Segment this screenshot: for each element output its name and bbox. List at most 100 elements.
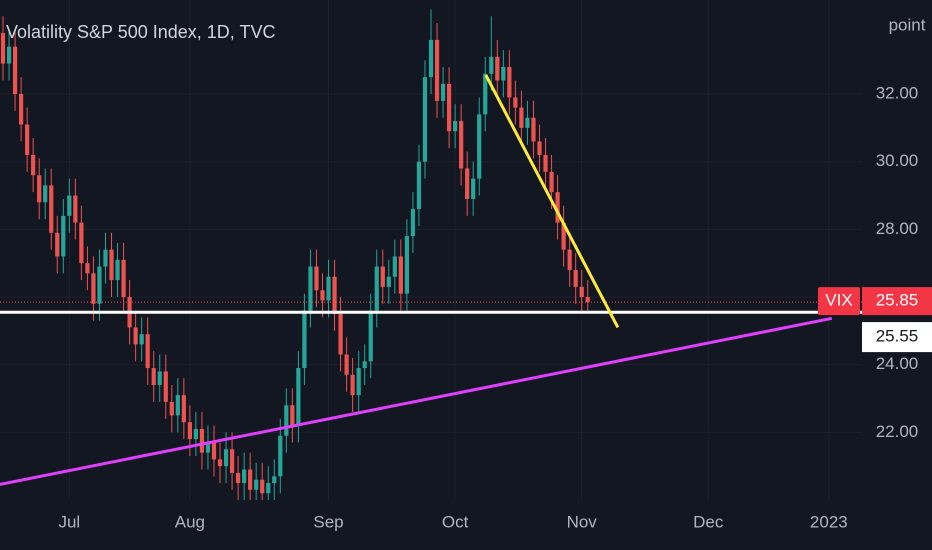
candle-body [507, 66, 512, 98]
candle-body [103, 249, 108, 267]
candle-body [579, 286, 584, 298]
candle-body [211, 442, 217, 460]
candle-body [344, 354, 349, 375]
candle-body [91, 273, 96, 304]
candle-body [537, 141, 542, 155]
candle-body [242, 469, 247, 484]
candle-body [495, 56, 500, 81]
candle-body [549, 171, 554, 193]
candle-body [187, 422, 192, 440]
candle-body [543, 154, 548, 172]
candle-body [422, 77, 428, 162]
candle-body [193, 428, 199, 440]
candle-body [483, 73, 488, 115]
candle-body [199, 428, 205, 453]
candle-body [205, 442, 211, 453]
candle-body [362, 361, 367, 369]
x-tick-label: Sep [313, 512, 343, 531]
candle-body [254, 479, 259, 490]
y-tick-label: 24.00 [876, 354, 919, 373]
candle-body [290, 405, 295, 426]
candle-body [43, 185, 48, 203]
candle-body [314, 266, 319, 291]
candle-body [18, 94, 24, 125]
candle-body [115, 259, 120, 281]
candle-body [585, 297, 590, 303]
candle-body [453, 121, 458, 132]
candle-body [525, 117, 530, 128]
candle-body [229, 449, 235, 473]
candle-body [513, 97, 518, 108]
overlay: 22.0024.0026.0028.0030.0032.00JulAugSepO… [58, 84, 932, 531]
candle-body [338, 313, 343, 355]
last-price-badge [862, 287, 932, 316]
candle-body [139, 334, 144, 345]
candle-body [428, 39, 434, 78]
candle-body [31, 154, 36, 176]
y-tick-label: 32.00 [876, 84, 919, 103]
candle-body [332, 276, 337, 314]
candle-body [109, 249, 114, 281]
candle-body [459, 121, 464, 169]
x-tick-label: Dec [693, 512, 724, 531]
candle-body [465, 168, 470, 199]
x-tick-label: Jul [58, 512, 80, 531]
candle-body [519, 107, 524, 128]
candle-body [573, 269, 578, 287]
last-price-label: 25.85 [876, 291, 919, 310]
candle-body [398, 256, 403, 294]
candle-body [67, 195, 72, 216]
chart-title: Volatility S&P 500 Index, 1D, TVC [6, 22, 275, 42]
candle-body [477, 114, 482, 179]
candle-body [223, 449, 229, 467]
candle-body [266, 483, 271, 494]
candle-body [567, 249, 572, 270]
candle-body [326, 276, 331, 301]
candle-body [169, 401, 174, 416]
candle-body [37, 175, 42, 203]
candle-body [73, 195, 78, 223]
candle-body [133, 327, 138, 345]
candle-body [121, 259, 126, 298]
candle-body [374, 266, 379, 311]
candle-body [272, 476, 277, 484]
candle-body [61, 215, 66, 257]
candle-body [489, 56, 494, 74]
candle-body [163, 371, 168, 402]
candle-body [151, 368, 156, 385]
candle-body [386, 276, 391, 287]
candle-body [320, 290, 325, 301]
candle-body [308, 266, 313, 311]
candle-body [440, 83, 446, 101]
candle-body [248, 469, 253, 490]
trend-line [484, 74, 620, 329]
candle-body [145, 334, 150, 369]
candle-body [380, 266, 385, 287]
candle-body [85, 263, 90, 274]
candle-body [471, 178, 476, 199]
y-tick-label: 28.00 [876, 219, 919, 238]
candle-body [25, 124, 30, 155]
symbol-badge [818, 287, 860, 316]
plot-area [0, 9, 862, 500]
candle-body [350, 374, 355, 396]
candle-body [235, 472, 241, 484]
y-tick-label: 30.00 [876, 151, 919, 170]
candle-body [55, 232, 60, 257]
candle-body [278, 435, 283, 477]
candle-body [561, 222, 566, 250]
candle-body [501, 66, 506, 81]
axis-unit: point [889, 15, 926, 34]
candle-body [157, 371, 162, 385]
candle-body [260, 479, 265, 494]
candle-body [97, 266, 102, 304]
candle-body [446, 83, 452, 132]
x-tick-label: Aug [175, 512, 205, 531]
candle-body [416, 161, 422, 210]
candle-body [356, 368, 361, 396]
candle-body [12, 46, 18, 95]
candle-body [302, 310, 307, 369]
candle-body [368, 310, 373, 362]
x-tick-label: Nov [567, 512, 598, 531]
